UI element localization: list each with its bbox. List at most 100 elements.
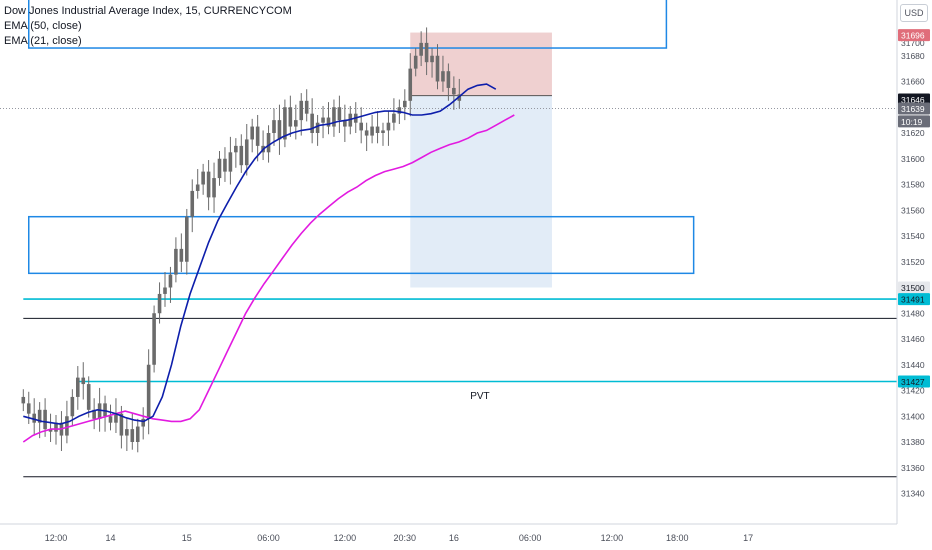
axis-price-tag	[898, 29, 930, 42]
candle-body	[26, 403, 31, 414]
axis-price-tag	[898, 293, 930, 306]
candle-body	[97, 403, 102, 419]
candle-body	[294, 120, 298, 127]
axis-price-tag-label: 31500	[901, 283, 925, 293]
currency-button[interactable]: USD	[900, 4, 928, 22]
x-tick-label: 17	[743, 533, 753, 543]
candle-body	[277, 120, 282, 140]
y-tick-label: 31420	[901, 386, 925, 396]
y-tick-label: 31620	[901, 128, 925, 138]
candle-body	[430, 55, 434, 63]
candle-body	[321, 117, 325, 123]
candle-body	[86, 384, 91, 410]
candle-body	[37, 409, 42, 423]
candle-body	[21, 396, 26, 404]
candle-body	[206, 171, 211, 198]
candle-body	[397, 107, 402, 114]
y-tick-label: 31360	[901, 463, 925, 473]
y-tick-label: 31340	[901, 489, 925, 499]
candle-body	[408, 68, 413, 101]
candle-body	[370, 126, 374, 136]
y-tick-label: 31700	[901, 38, 925, 48]
candle-body	[326, 117, 331, 127]
axis-price-tag	[898, 375, 930, 388]
candle-body	[108, 416, 113, 423]
candle-body	[424, 42, 429, 63]
candle-body	[272, 120, 276, 133]
candle-body	[114, 413, 118, 423]
candle-body	[201, 171, 205, 185]
candle-body	[92, 409, 96, 419]
candle-body	[212, 178, 216, 198]
candle-body	[32, 413, 36, 423]
candle-body	[70, 396, 75, 417]
candle-body	[283, 107, 287, 140]
candle-body	[364, 130, 369, 136]
indicator-ema21-label[interactable]: EMA (21, close)	[4, 35, 82, 47]
candle-body	[386, 122, 391, 131]
axis-price-tag-label: 31646	[901, 95, 925, 105]
candle-body	[343, 120, 347, 127]
y-tick-label: 31380	[901, 437, 925, 447]
candle-body	[157, 293, 162, 314]
candle-body	[310, 113, 314, 133]
y-tick-label: 31480	[901, 308, 925, 318]
candle-body	[65, 416, 69, 436]
y-tick-label: 31560	[901, 205, 925, 215]
candle-body	[228, 152, 233, 172]
x-tick-label: 06:00	[257, 533, 280, 543]
indicator-ema50-label[interactable]: EMA (50, close)	[4, 20, 82, 32]
stop-loss-area	[410, 32, 552, 96]
axis-price-tag-label: 10:19	[901, 117, 923, 127]
axis-price-tag-label: 31639	[901, 104, 925, 114]
candle-body	[81, 377, 86, 385]
candle-body	[435, 55, 440, 82]
candle-body	[146, 364, 151, 419]
x-tick-label: 12:00	[601, 533, 624, 543]
candle-body	[337, 107, 342, 121]
candle-body	[174, 248, 178, 275]
candle-body	[190, 190, 195, 217]
candle-body	[413, 55, 418, 69]
candle-body	[119, 413, 124, 436]
x-tick-label: 15	[182, 533, 192, 543]
candle-body	[403, 100, 407, 108]
axis-price-tag-label: 31696	[901, 31, 925, 41]
candle-body	[375, 126, 380, 133]
x-tick-label: 12:00	[45, 533, 68, 543]
y-tick-label: 31680	[901, 51, 925, 61]
candle-body	[179, 248, 184, 262]
y-tick-label: 31600	[901, 154, 925, 164]
candle-body	[103, 403, 107, 417]
candle-body	[43, 409, 47, 430]
symbol-title: Dow Jones Industrial Average Index, 15, …	[4, 5, 292, 17]
candle-body	[244, 139, 249, 166]
x-tick-label: 14	[105, 533, 115, 543]
candle-body	[381, 130, 385, 133]
candle-body	[217, 158, 222, 179]
axis-price-tag-label: 31427	[901, 377, 925, 387]
candle-body	[130, 429, 135, 442]
candle-body	[135, 426, 140, 442]
candle-body	[304, 100, 309, 114]
axis-price-tag	[898, 281, 930, 294]
x-tick-label: 12:00	[334, 533, 357, 543]
x-tick-label: 20:30	[394, 533, 417, 543]
ema21-line	[22, 114, 515, 443]
y-tick-label: 31580	[901, 180, 925, 190]
plot-area: PVT	[0, 0, 897, 478]
candle-body	[255, 126, 260, 146]
zone-box	[28, 0, 668, 49]
candle-body	[419, 42, 423, 56]
axis-price-tag	[898, 93, 930, 106]
candle-body	[185, 216, 189, 262]
candle-body	[452, 87, 456, 95]
candle-body	[125, 429, 129, 436]
candle-body	[54, 422, 58, 432]
candle-body	[223, 158, 227, 172]
candle-body	[332, 107, 336, 127]
candle-body	[152, 313, 156, 365]
x-tick-label: 18:00	[666, 533, 689, 543]
